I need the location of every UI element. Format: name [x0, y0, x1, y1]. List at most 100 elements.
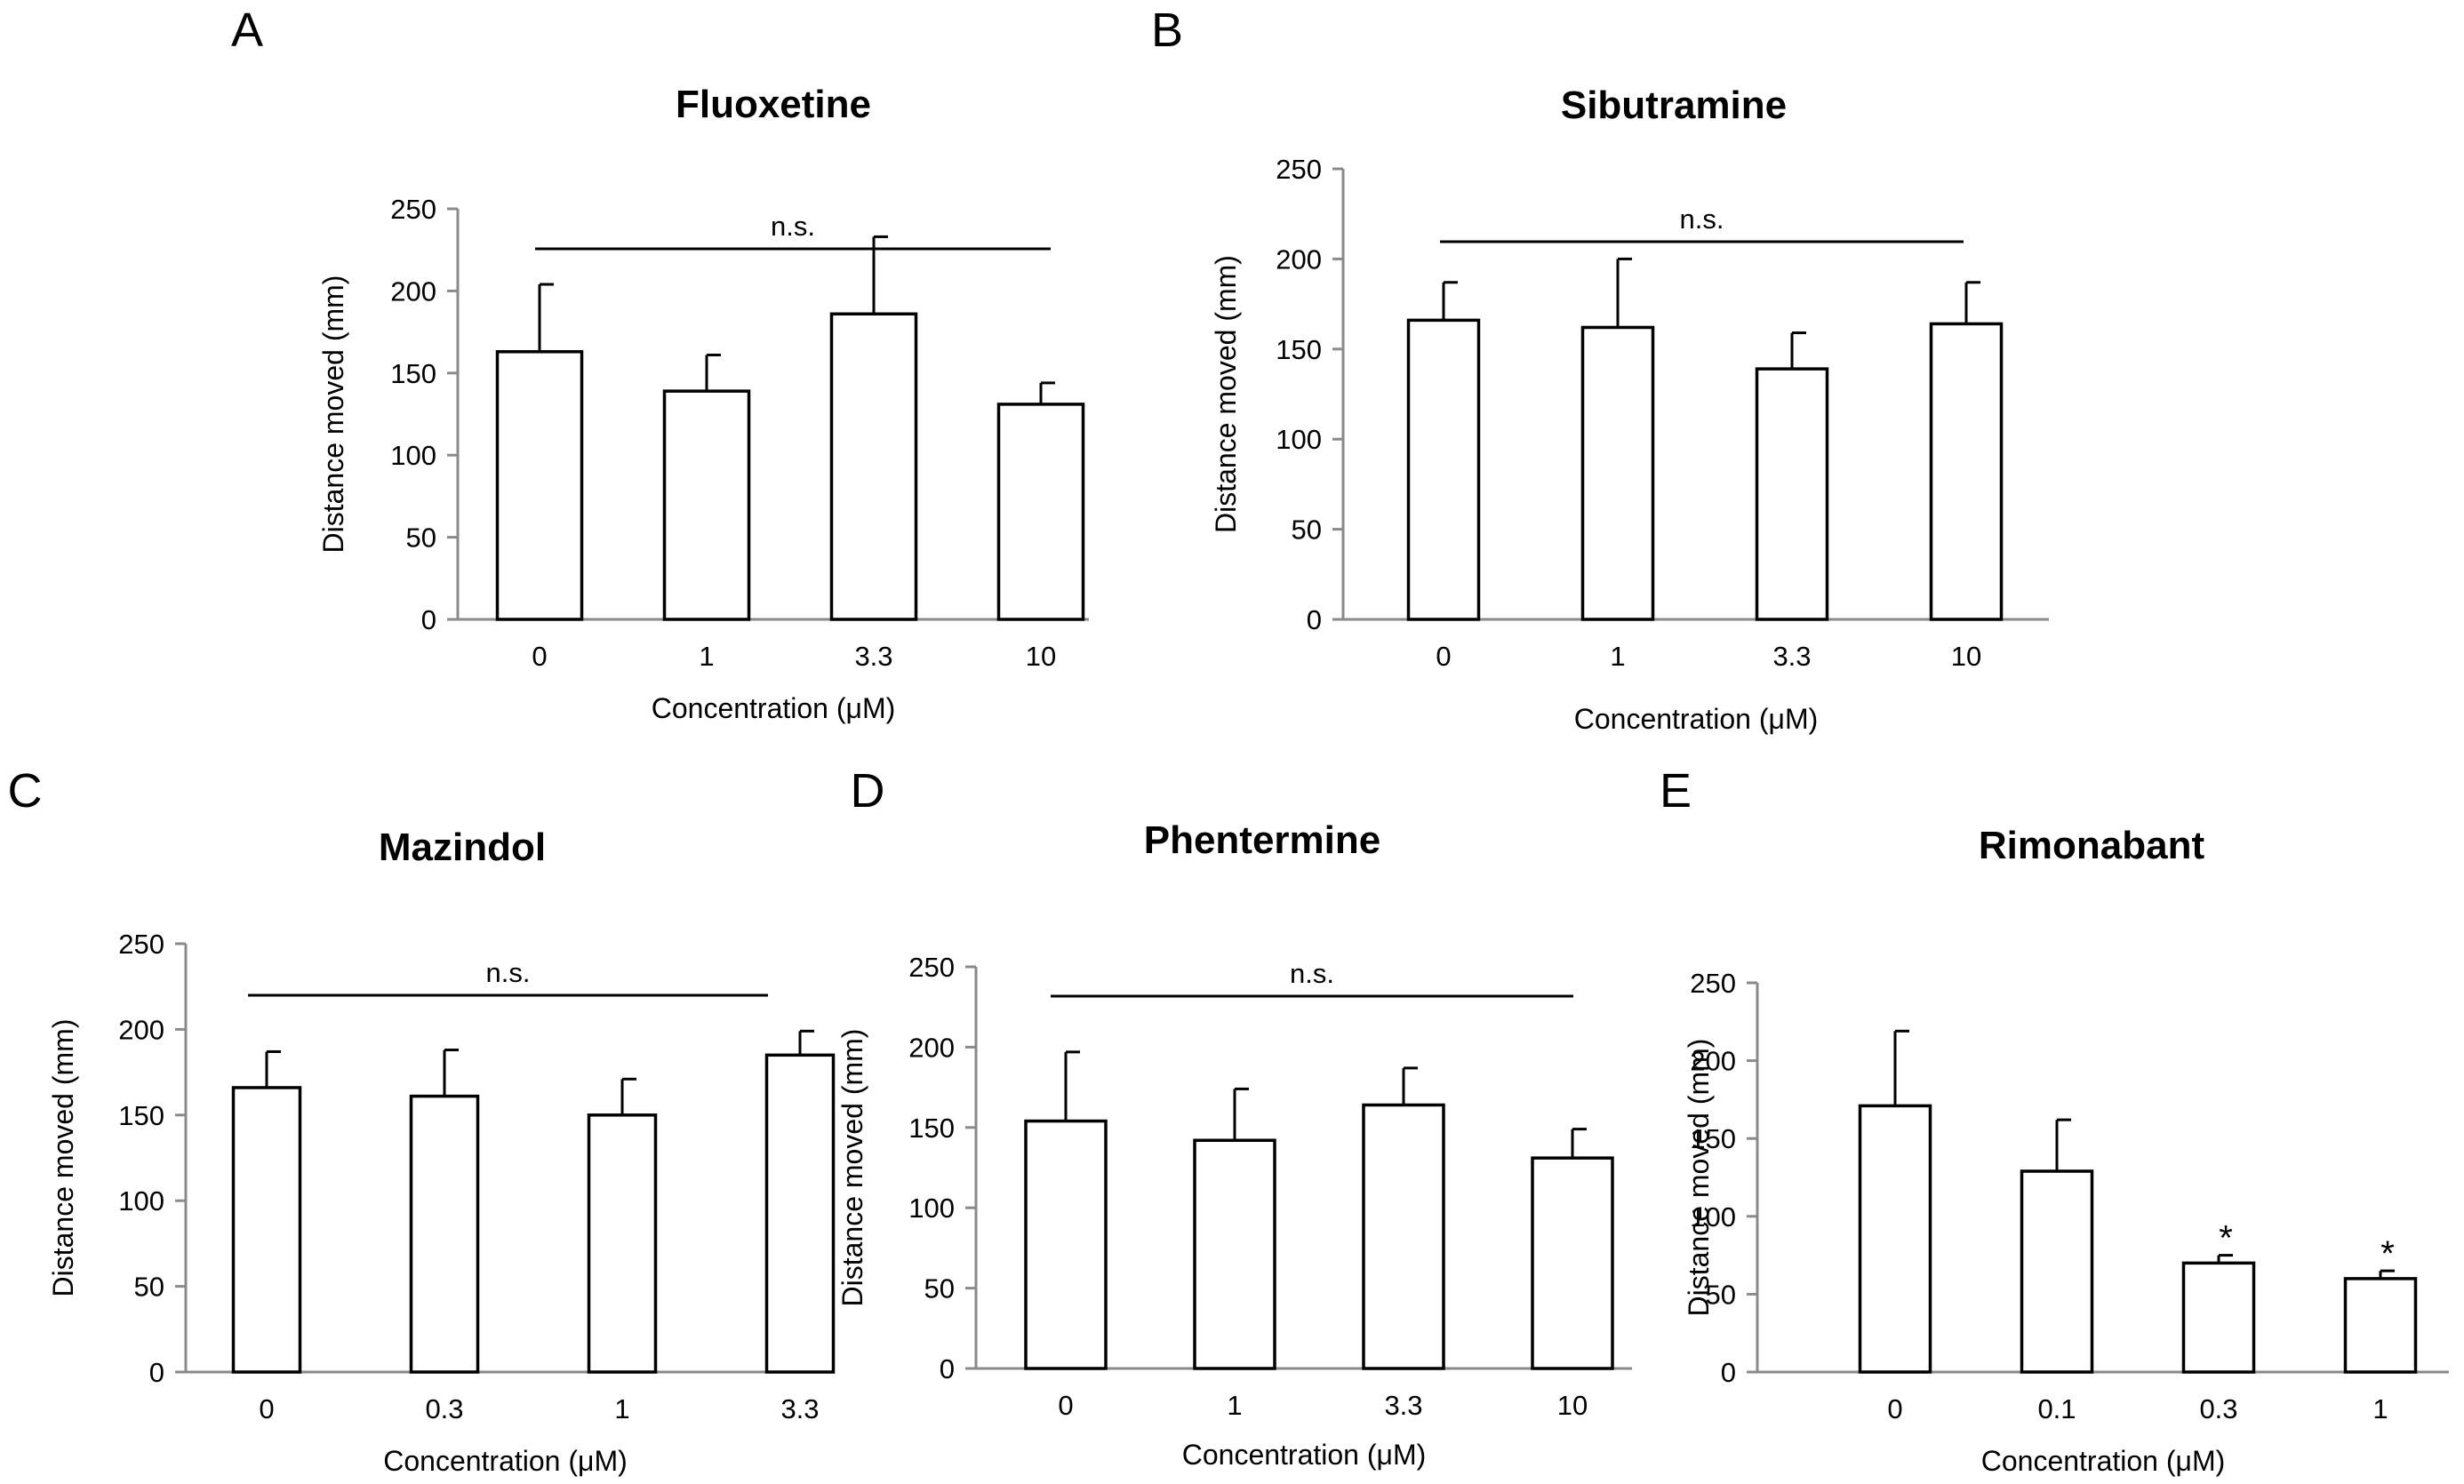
x-tick-label: 3.3	[854, 641, 892, 672]
bar	[231, 1086, 302, 1374]
significance-label: n.s.	[1290, 958, 1334, 989]
y-tick-label: 200	[390, 275, 436, 307]
y-tick-label: 50	[134, 1272, 164, 1303]
x-tick-label: 1	[1227, 1390, 1242, 1421]
y-tick-label: 250	[118, 929, 164, 960]
x-tick-label: 0	[1058, 1390, 1073, 1421]
y-tick-label: 150	[390, 358, 436, 389]
x-tick-label: 0.3	[2199, 1393, 2237, 1424]
chart-title: Fluoxetine	[676, 83, 871, 126]
y-axis-label: Distance moved (mm)	[317, 275, 349, 554]
y-tick-label: 0	[1307, 604, 1322, 635]
bar	[495, 350, 584, 621]
bar	[829, 312, 918, 621]
y-tick-label: 100	[908, 1193, 955, 1224]
y-tick-label: 100	[118, 1185, 164, 1217]
y-tick-label: 50	[924, 1273, 955, 1304]
x-tick-label: 10	[1951, 641, 1981, 672]
x-tick-label: 0	[1436, 641, 1451, 672]
bar	[996, 403, 1085, 621]
y-tick-label: 0	[421, 604, 436, 635]
y-axis-label: Distance moved (mm)	[47, 1019, 79, 1297]
chart-title: Mazindol	[379, 826, 546, 869]
significance-label: n.s.	[1680, 203, 1724, 235]
y-tick-label: 50	[406, 523, 436, 554]
y-tick-label: 150	[118, 1100, 164, 1131]
x-tick-label: 3.3	[780, 1393, 819, 1424]
y-tick-label: 100	[390, 440, 436, 471]
y-tick-label: 150	[908, 1113, 955, 1144]
significance-label: n.s.	[771, 211, 815, 242]
bar	[587, 1113, 658, 1374]
bar	[2343, 1277, 2418, 1374]
bar	[409, 1094, 480, 1374]
y-tick-label: 0	[1721, 1357, 1736, 1388]
bar	[1580, 325, 1655, 621]
bar	[2181, 1261, 2256, 1374]
y-tick-label: 250	[908, 952, 955, 983]
significance-star: *	[2380, 1234, 2395, 1273]
x-tick-label: 10	[1026, 641, 1056, 672]
x-axis-label: Concentration (μM)	[1182, 1439, 1427, 1471]
panel-letter: C	[8, 764, 43, 818]
x-tick-label: 1	[1610, 641, 1625, 672]
panel-letter: A	[231, 4, 263, 57]
bar	[662, 389, 751, 621]
bar	[1362, 1103, 1445, 1370]
y-tick-label: 100	[1276, 424, 1322, 455]
bar	[1929, 322, 2004, 621]
y-axis-label: Distance moved (mm)	[1683, 1039, 1715, 1317]
chart-panel-e: E Rimonabant 0 50 100 150 200 250 Distance moved…	[1660, 764, 2449, 1477]
y-tick-label: 0	[940, 1353, 955, 1384]
y-tick-label: 150	[1690, 1123, 1736, 1154]
bar	[2020, 1169, 2094, 1374]
x-tick-label: 0.1	[2037, 1393, 2076, 1424]
y-tick-label: 250	[1276, 154, 1322, 185]
y-tick-label: 250	[1690, 968, 1736, 999]
x-tick-label: 1	[614, 1393, 629, 1424]
y-tick-label: 200	[118, 1014, 164, 1045]
y-tick-label: 50	[1292, 515, 1322, 546]
y-tick-label: 50	[1706, 1279, 1736, 1310]
x-tick-label: 1	[2372, 1393, 2388, 1424]
x-tick-label: 0	[532, 641, 547, 672]
panel-letter: E	[1660, 764, 1692, 818]
y-tick-label: 100	[1690, 1201, 1736, 1233]
x-tick-label: 1	[699, 641, 714, 672]
x-tick-label: 0.3	[425, 1393, 463, 1424]
y-tick-label: 200	[1690, 1046, 1736, 1077]
bar	[1024, 1119, 1108, 1370]
y-tick-label: 0	[149, 1357, 164, 1388]
chart-title: Sibutramine	[1561, 84, 1787, 127]
x-axis-label: Concentration (μM)	[383, 1445, 628, 1477]
x-tick-label: 10	[1557, 1390, 1588, 1421]
bar	[764, 1053, 836, 1374]
x-axis-label: Concentration (μM)	[652, 692, 896, 724]
y-tick-label: 200	[908, 1032, 955, 1063]
x-tick-label: 3.3	[1384, 1390, 1422, 1421]
x-axis-label: Concentration (μM)	[1981, 1445, 2226, 1477]
chart-title: Rimonabant	[1979, 824, 2205, 867]
x-tick-label: 0	[259, 1393, 274, 1424]
y-axis-label: Distance moved (mm)	[1210, 255, 1242, 533]
bar	[1755, 367, 1829, 621]
bar	[1406, 318, 1481, 621]
bar	[1531, 1156, 1614, 1370]
x-axis-label: Concentration (μM)	[1574, 703, 1819, 735]
panel-letter: B	[1151, 4, 1183, 57]
y-tick-label: 250	[390, 194, 436, 225]
chart-panel-c: C Mazindol 0 50 100 150 200 250 Distance moved (…	[8, 764, 836, 1477]
y-tick-label: 150	[1276, 334, 1322, 365]
significance-label: n.s.	[486, 957, 531, 988]
significance-star: *	[2219, 1219, 2233, 1258]
chart-title: Phentermine	[1144, 818, 1381, 862]
y-tick-label: 200	[1276, 243, 1322, 275]
x-tick-label: 3.3	[1772, 641, 1811, 672]
x-tick-label: 0	[1887, 1393, 1902, 1424]
y-axis-label: Distance moved (mm)	[836, 1029, 868, 1307]
bar	[1858, 1104, 1932, 1374]
